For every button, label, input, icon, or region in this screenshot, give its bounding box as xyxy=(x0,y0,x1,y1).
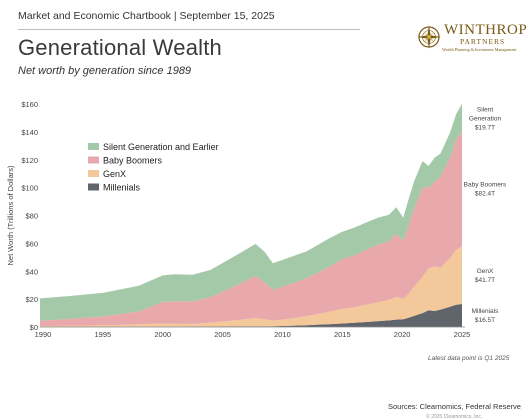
legend-item: Baby Boomers xyxy=(103,156,163,166)
y-tick-label: $120 xyxy=(21,156,38,165)
x-tick-label: 2005 xyxy=(214,330,231,339)
logo-tagline: Wealth Planning & Investment Management xyxy=(442,47,517,52)
end-label: $82.4T xyxy=(475,190,495,197)
source-note: Sources: Clearnomics, Federal Reserve xyxy=(388,402,521,411)
y-tick-label: $80 xyxy=(25,212,38,221)
publication-header: Market and Economic Chartbook | Septembe… xyxy=(18,10,275,22)
y-axis-label: Net Worth (Trillions of Dollars) xyxy=(6,165,15,266)
end-label: GenX xyxy=(477,268,494,275)
x-tick-label: 2025 xyxy=(454,330,471,339)
end-label: Generation xyxy=(469,116,502,123)
end-label: Silent xyxy=(477,107,493,114)
area-millenials xyxy=(40,304,462,327)
end-label: Millenials xyxy=(472,308,499,315)
legend-item: Millenials xyxy=(103,183,141,193)
x-tick-label: 2020 xyxy=(394,330,411,339)
end-label: Baby Boomers xyxy=(464,181,507,188)
latest-data-note: Latest data point is Q1 2025 xyxy=(428,355,510,362)
x-tick-label: 1990 xyxy=(35,330,52,339)
y-tick-label: $20 xyxy=(25,295,38,304)
chart-subtitle: Net worth by generation since 1989 xyxy=(18,65,192,77)
area-silent-generation-and-earlier xyxy=(40,103,462,321)
compass-rose-icon xyxy=(417,25,441,49)
copyright-note: © 2025 Clearnomics, Inc. xyxy=(426,414,483,420)
end-label: $41.7T xyxy=(475,277,495,284)
x-tick-label: 2000 xyxy=(154,330,171,339)
legend-item: GenX xyxy=(103,169,126,179)
logo-name: WINTHROP xyxy=(444,22,528,38)
company-logo: WINTHROP PARTNERS Wealth Planning & Inve… xyxy=(416,22,528,56)
area-baby-boomers xyxy=(40,131,462,327)
legend-swatch xyxy=(88,156,99,164)
y-tick-label: $160 xyxy=(21,100,38,109)
legend-swatch xyxy=(88,170,99,177)
header-divider xyxy=(18,29,360,30)
x-tick-label: 1995 xyxy=(95,330,112,339)
x-tick-label: 2015 xyxy=(334,330,351,339)
y-tick-label: $60 xyxy=(25,239,38,248)
legend-swatch xyxy=(88,183,99,191)
legend-item: Silent Generation and Earlier xyxy=(103,142,219,152)
end-label: $19.7T xyxy=(475,125,495,132)
end-label: $16.5T xyxy=(475,317,495,324)
y-tick-label: $140 xyxy=(21,128,38,137)
x-tick-label: 2010 xyxy=(274,330,291,339)
area-genx xyxy=(40,245,462,327)
y-tick-label: $40 xyxy=(25,267,38,276)
chart-title: Generational Wealth xyxy=(18,35,222,60)
legend-swatch xyxy=(88,143,99,150)
logo-sub: PARTNERS xyxy=(460,37,506,46)
y-tick-label: $100 xyxy=(21,184,38,193)
y-tick-label: $0 xyxy=(30,323,38,332)
